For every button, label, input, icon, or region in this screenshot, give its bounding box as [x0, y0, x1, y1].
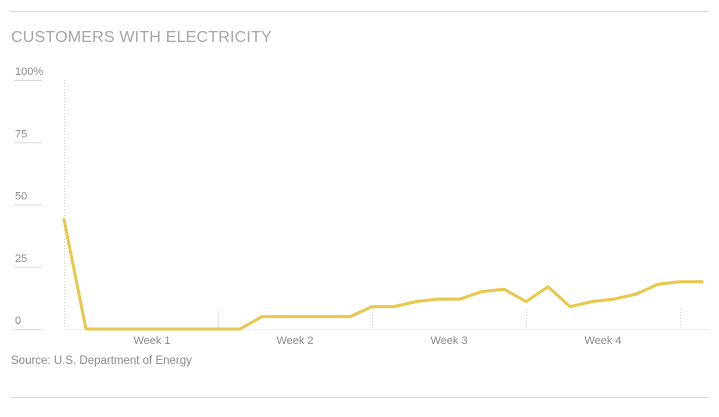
source-note: Source: U.S. Department of Energy [11, 355, 192, 367]
x-tick-label: Week 4 [584, 335, 621, 347]
y-tick-label: 25 [15, 253, 27, 265]
x-tick-label: Week 1 [133, 335, 170, 347]
x-tick-label: Week 3 [430, 335, 467, 347]
y-tick-label: 100% [15, 66, 43, 78]
bottom-rule [10, 397, 709, 398]
y-tick-label: 0 [15, 315, 21, 327]
y-tick-label: 75 [15, 128, 27, 140]
x-tick-label: Week 2 [276, 335, 313, 347]
y-tick-label: 50 [15, 191, 27, 203]
series-line [62, 217, 704, 331]
top-rule [10, 11, 709, 12]
chart-title: CUSTOMERS WITH ELECTRICITY [11, 29, 272, 46]
